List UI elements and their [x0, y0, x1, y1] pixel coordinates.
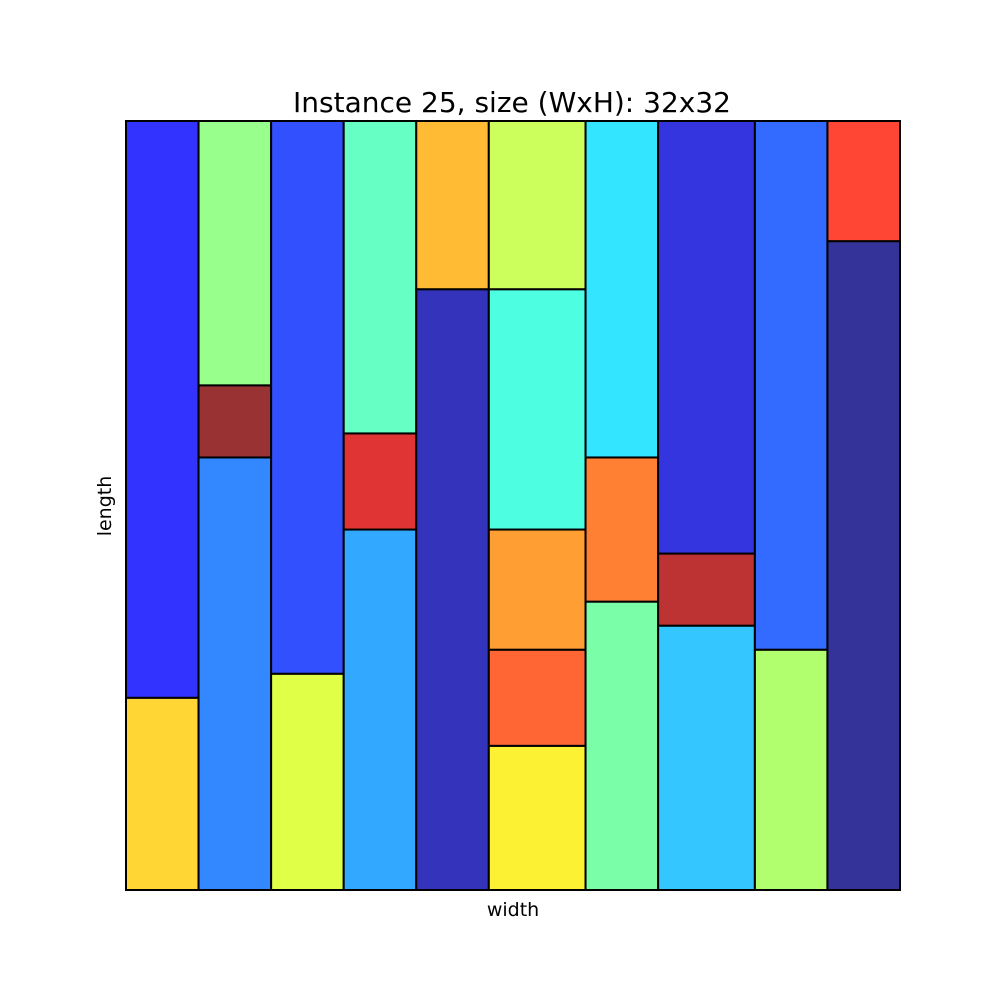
packed-rectangle-7 — [270, 120, 345, 675]
packed-rectangle-1 — [125, 696, 200, 891]
packed-rectangle-11 — [415, 288, 490, 892]
packed-rectangle-13 — [487, 744, 587, 891]
packed-rectangle-2 — [125, 120, 200, 699]
packed-rectangle-5 — [197, 120, 273, 387]
packed-rectangle-10 — [342, 120, 418, 435]
packed-rectangle-15 — [487, 528, 587, 651]
packed-rectangle-3 — [197, 456, 273, 891]
x-axis-label: width — [487, 899, 539, 921]
packed-rectangle-4 — [197, 384, 273, 459]
packed-rectangle-26 — [826, 240, 901, 892]
packed-rectangle-20 — [584, 120, 660, 459]
packed-rectangle-21 — [657, 624, 756, 891]
packed-rectangle-22 — [657, 552, 756, 627]
packed-rectangle-24 — [753, 648, 829, 891]
packed-rectangle-12 — [415, 120, 490, 291]
packed-rectangle-14 — [487, 648, 587, 747]
y-axis-label: length — [94, 476, 116, 537]
packed-rectangle-25 — [753, 120, 829, 651]
packed-rectangle-16 — [487, 288, 587, 531]
chart-title: Instance 25, size (WxH): 32x32 — [293, 86, 731, 119]
packed-rectangle-6 — [270, 672, 345, 891]
packed-rectangle-9 — [342, 432, 418, 531]
packed-rectangle-19 — [584, 456, 660, 603]
packed-rectangle-23 — [657, 120, 756, 555]
packed-rectangle-18 — [584, 600, 660, 892]
packed-rectangle-8 — [342, 528, 418, 892]
packed-rectangle-17 — [487, 120, 587, 291]
packed-rectangle-27 — [826, 120, 901, 243]
rectangles-layer — [125, 120, 901, 892]
plot-frame — [125, 120, 901, 891]
